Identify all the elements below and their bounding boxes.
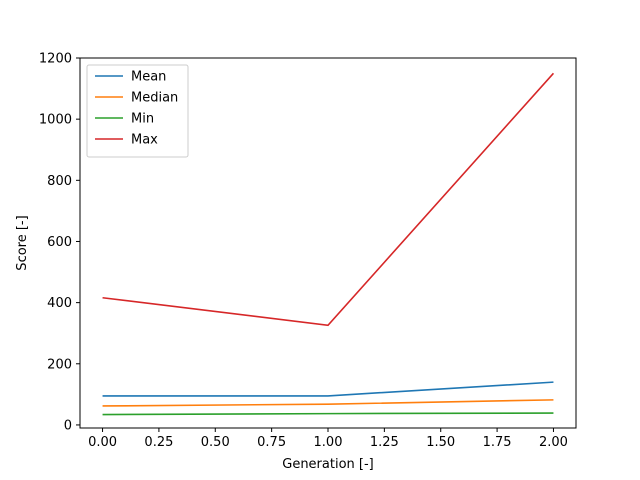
x-tick-label: 0.25	[144, 435, 173, 450]
legend-label-max: Max	[131, 133, 158, 148]
y-tick-label: 600	[47, 235, 72, 250]
x-tick-label: 1.75	[483, 435, 512, 450]
x-tick-label: 0.00	[88, 435, 117, 450]
x-tick-label: 1.50	[426, 435, 455, 450]
x-tick-label: 0.75	[257, 435, 286, 450]
y-tick-label: 0	[64, 418, 72, 433]
legend	[86, 64, 189, 158]
x-tick-label: 0.50	[201, 435, 230, 450]
series-line-mean	[102, 381, 554, 397]
y-tick-label: 1200	[39, 52, 72, 67]
x-tick-label: 2.00	[539, 435, 568, 450]
y-tick-label: 800	[47, 174, 72, 189]
x-axis-label: Generation [-]	[282, 457, 374, 472]
y-tick-label: 400	[47, 296, 72, 311]
y-tick-label: 200	[47, 357, 72, 372]
x-tick-label: 1.00	[314, 435, 343, 450]
series-line-median	[102, 399, 554, 407]
series-line-max	[102, 72, 555, 327]
legend-label-min: Min	[131, 112, 154, 127]
y-axis-label: Score [-]	[15, 215, 30, 270]
legend-label-mean: Mean	[131, 70, 166, 85]
series-line-min	[102, 412, 554, 416]
x-tick-label: 1.25	[370, 435, 399, 450]
legend-label-median: Median	[131, 91, 178, 106]
y-tick-label: 1000	[39, 113, 72, 128]
